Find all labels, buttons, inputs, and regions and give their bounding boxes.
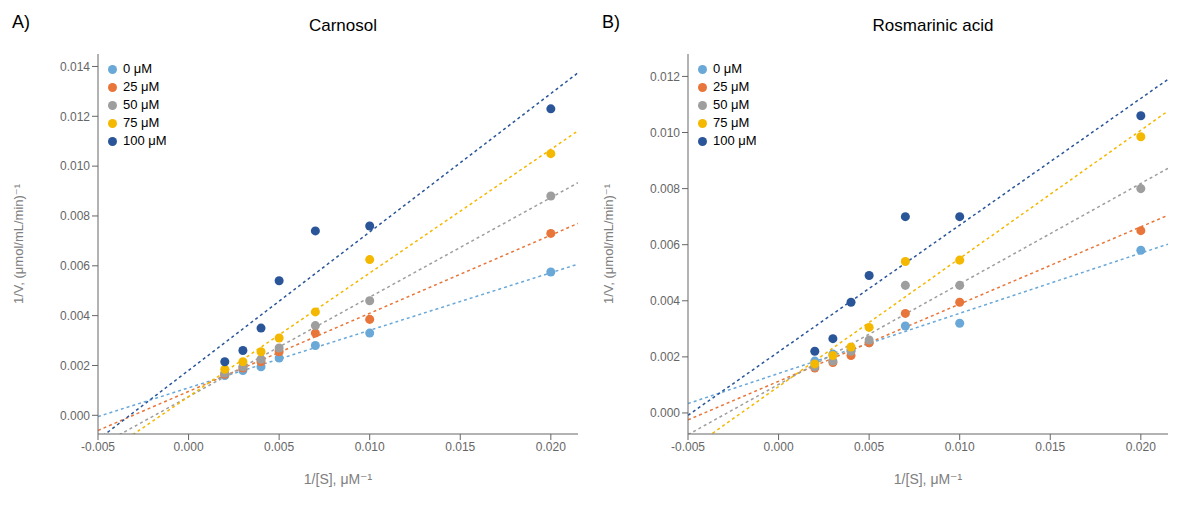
svg-text:0.010: 0.010 [945, 440, 975, 454]
svg-text:0.000: 0.000 [60, 409, 90, 423]
svg-text:0.008: 0.008 [60, 209, 90, 223]
svg-text:0.020: 0.020 [1126, 440, 1156, 454]
html-text:75 μM: 75 μM [713, 115, 750, 130]
svg-text:1/[S], μM⁻¹: 1/[S], μM⁻¹ [304, 471, 373, 487]
svg-text:0.015: 0.015 [445, 440, 475, 454]
svg-text:0.000: 0.000 [650, 406, 680, 420]
svg-text:0.000: 0.000 [764, 440, 794, 454]
svg-text:0.010: 0.010 [355, 440, 385, 454]
svg-text:1/V, (μmol/mL/min)⁻¹: 1/V, (μmol/mL/min)⁻¹ [601, 183, 616, 304]
svg-text:0.008: 0.008 [650, 182, 680, 196]
html-text:Rosmarinic acid: Rosmarinic acid [872, 16, 994, 35]
svg-text:0.012: 0.012 [60, 110, 90, 124]
html-text:B): B) [602, 12, 620, 32]
svg-text:0.005: 0.005 [264, 440, 294, 454]
svg-text:0.012: 0.012 [650, 70, 680, 84]
svg-text:0.005: 0.005 [854, 440, 884, 454]
html-text:50 μM: 50 μM [123, 97, 160, 112]
html-text:0 μM: 0 μM [713, 61, 743, 76]
svg-text:0.015: 0.015 [1035, 440, 1065, 454]
svg-text:0.006: 0.006 [650, 238, 680, 252]
html-text:A): A) [12, 12, 30, 32]
svg-text:0.006: 0.006 [60, 259, 90, 273]
svg-text:0.004: 0.004 [650, 294, 680, 308]
svg-text:1/V, (μmol/mL/min)⁻¹: 1/V, (μmol/mL/min)⁻¹ [11, 183, 26, 304]
svg-text:1/[S], μM⁻¹: 1/[S], μM⁻¹ [894, 471, 963, 487]
svg-text:0.002: 0.002 [60, 359, 90, 373]
svg-text:0.000: 0.000 [174, 440, 204, 454]
html-text:75 μM: 75 μM [123, 115, 160, 130]
html-text:Carnosol: Carnosol [309, 16, 377, 35]
svg-text:-0.005: -0.005 [671, 440, 705, 454]
html-text:25 μM: 25 μM [713, 79, 750, 94]
svg-text:0.020: 0.020 [536, 440, 566, 454]
html-text:0 μM: 0 μM [123, 61, 153, 76]
html-text:100 μM: 100 μM [123, 133, 167, 148]
html-text:100 μM: 100 μM [713, 133, 757, 148]
html-text:25 μM: 25 μM [123, 79, 160, 94]
svg-text:0.004: 0.004 [60, 309, 90, 323]
svg-text:-0.005: -0.005 [81, 440, 115, 454]
svg-text:0.002: 0.002 [650, 350, 680, 364]
svg-text:0.010: 0.010 [650, 126, 680, 140]
html-text:50 μM: 50 μM [713, 97, 750, 112]
svg-text:0.014: 0.014 [60, 60, 90, 74]
svg-text:0.010: 0.010 [60, 159, 90, 173]
